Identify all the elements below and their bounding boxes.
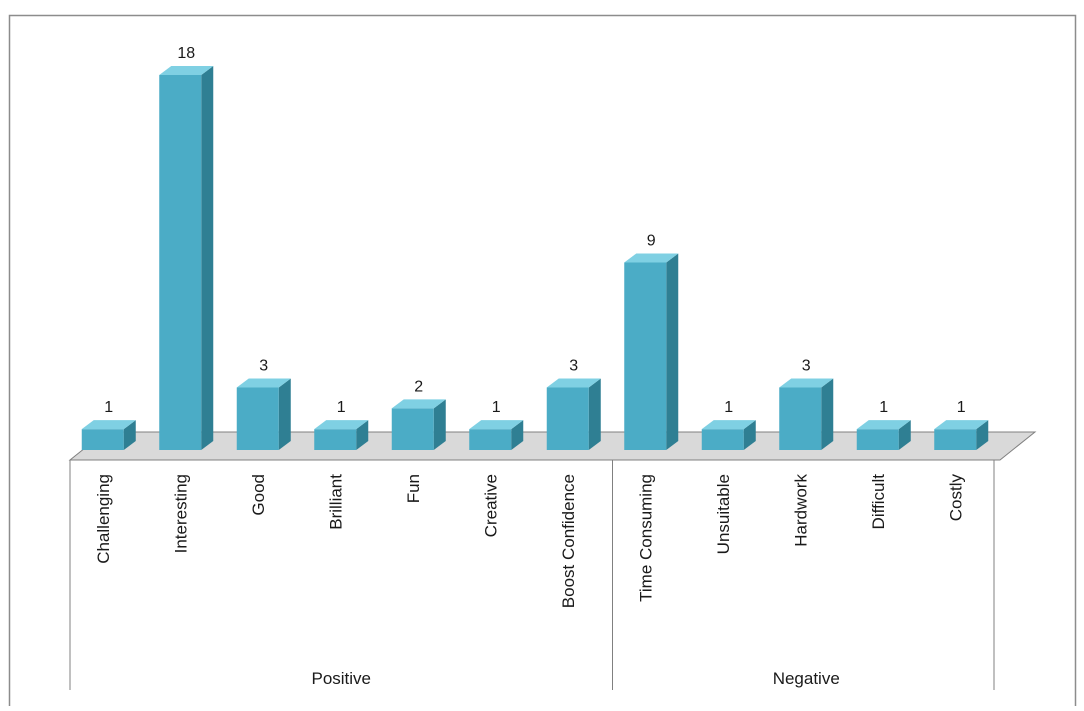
bar-top [469, 420, 524, 430]
bar-side [743, 420, 756, 450]
bar [546, 378, 601, 450]
bar-front [934, 429, 977, 450]
data-label: 3 [259, 358, 268, 375]
category-tick-label: Creative [482, 474, 501, 537]
category-tick-label: Hardwork [792, 474, 811, 547]
bar-side [123, 420, 136, 450]
bar-top [856, 420, 911, 430]
data-label: 1 [957, 399, 966, 416]
chart-outer-border [8, 14, 1077, 711]
bar-side [821, 378, 834, 450]
bar-front [779, 387, 822, 450]
bar-front [81, 429, 124, 450]
group-label: Negative [773, 669, 840, 688]
bar-top [701, 420, 756, 430]
bar-front [546, 387, 589, 450]
group-label: Positive [311, 669, 371, 688]
category-tick-label: Interesting [172, 474, 191, 553]
bar-side [588, 378, 601, 450]
bar [469, 420, 524, 450]
bar-side [278, 378, 291, 450]
data-label: 2 [414, 378, 423, 395]
data-label: 18 [177, 45, 195, 62]
bar [624, 253, 679, 450]
bar [701, 420, 756, 450]
bar-front [391, 408, 434, 450]
bar-top [934, 420, 989, 430]
bar [779, 378, 834, 450]
bar [314, 420, 369, 450]
category-tick-label: Time Consuming [637, 474, 656, 602]
bar-front [624, 262, 667, 450]
bar-top [314, 420, 369, 430]
bar-front [314, 429, 357, 450]
bar-side [511, 420, 524, 450]
category-tick-label: Fun [404, 474, 423, 503]
category-tick-label: Good [249, 474, 268, 516]
bar-front [701, 429, 744, 450]
bar-top [236, 378, 291, 388]
bar [81, 420, 136, 450]
bar-front [236, 387, 279, 450]
category-tick-label: Brilliant [327, 474, 346, 530]
data-label: 1 [337, 399, 346, 416]
bar-front [159, 75, 202, 450]
bar [236, 378, 291, 450]
bar-side [433, 399, 446, 450]
bar [391, 399, 446, 450]
chart-border [8, 14, 1077, 711]
bar [856, 420, 911, 450]
data-label: 3 [802, 358, 811, 375]
bar-side [898, 420, 911, 450]
bar-top [624, 253, 679, 263]
bar [159, 66, 214, 450]
bar-top [546, 378, 601, 388]
category-axis: Positive Negative Challenging Interesting Go… [69, 460, 995, 690]
bar-front [856, 429, 899, 450]
bar-side [356, 420, 369, 450]
bar-side [201, 66, 214, 450]
data-label: 1 [724, 399, 733, 416]
data-label: 1 [492, 399, 501, 416]
bar-top [391, 399, 446, 409]
data-label: 9 [647, 233, 656, 250]
data-label: 3 [569, 358, 578, 375]
bar-side [976, 420, 989, 450]
category-tick-label: Challenging [94, 474, 113, 564]
category-tick-label: Difficult [869, 474, 888, 530]
category-tick-label: Boost Confidence [559, 474, 578, 608]
bar-top [81, 420, 136, 430]
category-tick-label: Costly [947, 474, 966, 522]
bars [81, 66, 989, 450]
bar [934, 420, 989, 450]
bar-top [779, 378, 834, 388]
bar-side [666, 253, 679, 450]
bar-top [159, 66, 214, 75]
category-tick-label: Unsuitable [714, 474, 733, 554]
bar-front [469, 429, 512, 450]
data-label: 1 [879, 399, 888, 416]
data-label: 1 [104, 399, 113, 416]
data-labels: 1 18 3 1 2 1 3 9 1 3 1 1 [104, 45, 966, 416]
